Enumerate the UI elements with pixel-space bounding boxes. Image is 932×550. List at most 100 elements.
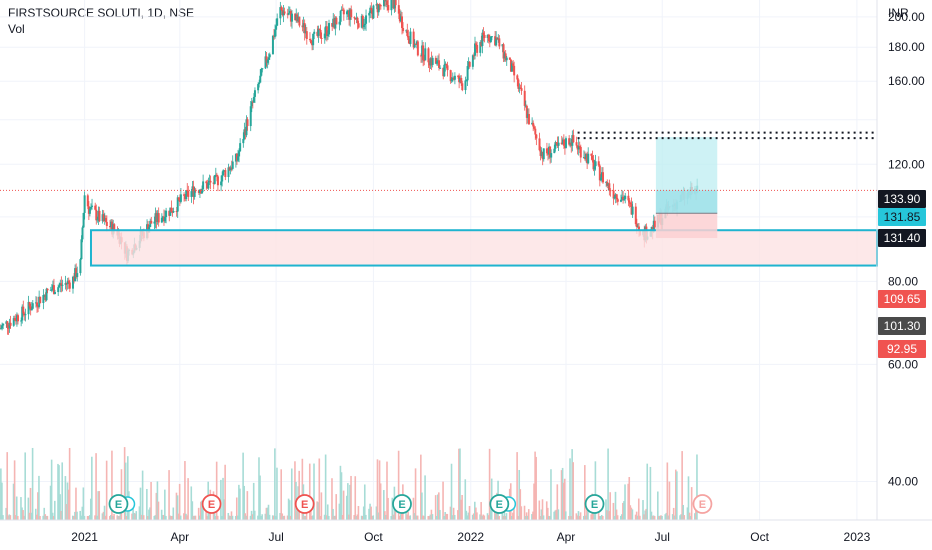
volume-bar	[45, 516, 48, 520]
volume-bar	[237, 515, 239, 520]
candle-body	[98, 210, 101, 222]
volume-bar	[276, 467, 278, 520]
volume-bar	[38, 475, 40, 520]
candle-body	[75, 268, 78, 278]
volume-bar	[629, 505, 632, 520]
volume-bar	[627, 483, 629, 520]
earnings-marker-label: E	[208, 499, 215, 511]
volume-bar	[421, 492, 423, 520]
candle-body	[480, 42, 483, 47]
volume-bar	[197, 507, 200, 520]
candle-body	[15, 315, 18, 322]
candle-body	[585, 153, 588, 160]
volume-bar	[87, 515, 90, 520]
volume-bar	[154, 515, 157, 520]
earnings-marker[interactable]	[294, 494, 315, 514]
volume-bar	[119, 514, 122, 520]
candle-body	[323, 33, 326, 39]
volume-bar	[60, 510, 62, 520]
volume-bar	[0, 468, 2, 520]
candle-body	[591, 155, 594, 160]
candle-body	[408, 40, 411, 44]
candle-body	[207, 182, 210, 189]
volume-bar	[1, 482, 3, 520]
volume-bar	[341, 514, 344, 520]
candle-body	[296, 14, 299, 22]
candle-body	[212, 182, 215, 184]
price-tag	[878, 208, 926, 226]
volume-bar	[569, 458, 571, 520]
candle-body	[271, 35, 274, 55]
candle-body	[634, 206, 637, 225]
candle-body	[627, 195, 630, 201]
earnings-marker[interactable]	[584, 494, 605, 514]
candle-body	[267, 57, 270, 60]
volume-bar	[176, 495, 179, 520]
volume-bar	[252, 482, 255, 520]
volume-bar	[135, 511, 138, 520]
candle-body	[446, 65, 449, 71]
candle-body	[531, 122, 534, 125]
candle-body	[38, 296, 41, 307]
earnings-marker[interactable]	[201, 494, 222, 514]
volume-bar	[67, 489, 70, 520]
volume-bar	[230, 511, 233, 520]
candle-body	[52, 285, 55, 295]
volume-bar	[170, 515, 172, 520]
volume-bar	[140, 514, 143, 520]
candle-body	[297, 16, 300, 22]
volume-bar	[354, 476, 357, 520]
candle-body	[509, 59, 512, 72]
earnings-marker[interactable]	[108, 494, 129, 514]
volume-bar	[360, 515, 363, 520]
candle-body	[216, 176, 219, 186]
candle-body	[582, 157, 585, 159]
price-tag-label: 131.85	[884, 210, 921, 224]
candle-body	[340, 9, 343, 11]
candle-body	[81, 227, 84, 240]
volume-bar	[531, 514, 533, 520]
volume-bar	[127, 456, 129, 520]
volume-bar	[172, 507, 175, 520]
volume-bar	[457, 510, 459, 520]
volume-bar	[268, 514, 271, 520]
candle-body	[516, 75, 519, 80]
volume-bar	[44, 514, 47, 520]
support-zone[interactable]	[89, 229, 878, 267]
volume-bar	[294, 461, 296, 520]
volume-bar	[505, 513, 508, 520]
candle-body	[289, 10, 292, 22]
candle-body	[416, 41, 419, 56]
volume-bar	[349, 484, 351, 520]
candle-body	[6, 321, 9, 328]
volume-bar	[138, 506, 141, 520]
volume-bar	[608, 511, 610, 520]
position-stop-zone[interactable]	[655, 213, 718, 239]
candle-body	[220, 181, 223, 186]
candle-body	[172, 211, 175, 213]
volume-bar	[545, 501, 548, 520]
volume-bar	[546, 507, 549, 520]
volume-bar	[227, 512, 230, 520]
candle-body	[249, 106, 252, 127]
volume-bar	[486, 513, 489, 520]
candle-body	[466, 66, 469, 81]
volume-bar	[584, 465, 586, 520]
earnings-marker[interactable]	[692, 494, 713, 514]
earnings-marker[interactable]	[392, 494, 412, 514]
volume-bar	[667, 515, 670, 520]
candle-body	[294, 13, 297, 21]
candle-body	[161, 216, 164, 218]
candle-body	[368, 13, 371, 16]
volume-bar	[679, 515, 681, 520]
volume-bar	[368, 508, 370, 520]
volume-bar	[194, 515, 197, 520]
volume-bar	[162, 514, 165, 520]
volume-bar	[251, 514, 254, 520]
candle-body	[242, 138, 245, 144]
earnings-marker[interactable]	[489, 494, 510, 514]
candle-body	[316, 31, 319, 36]
candle-body	[428, 62, 431, 66]
volume-bar	[9, 515, 12, 520]
